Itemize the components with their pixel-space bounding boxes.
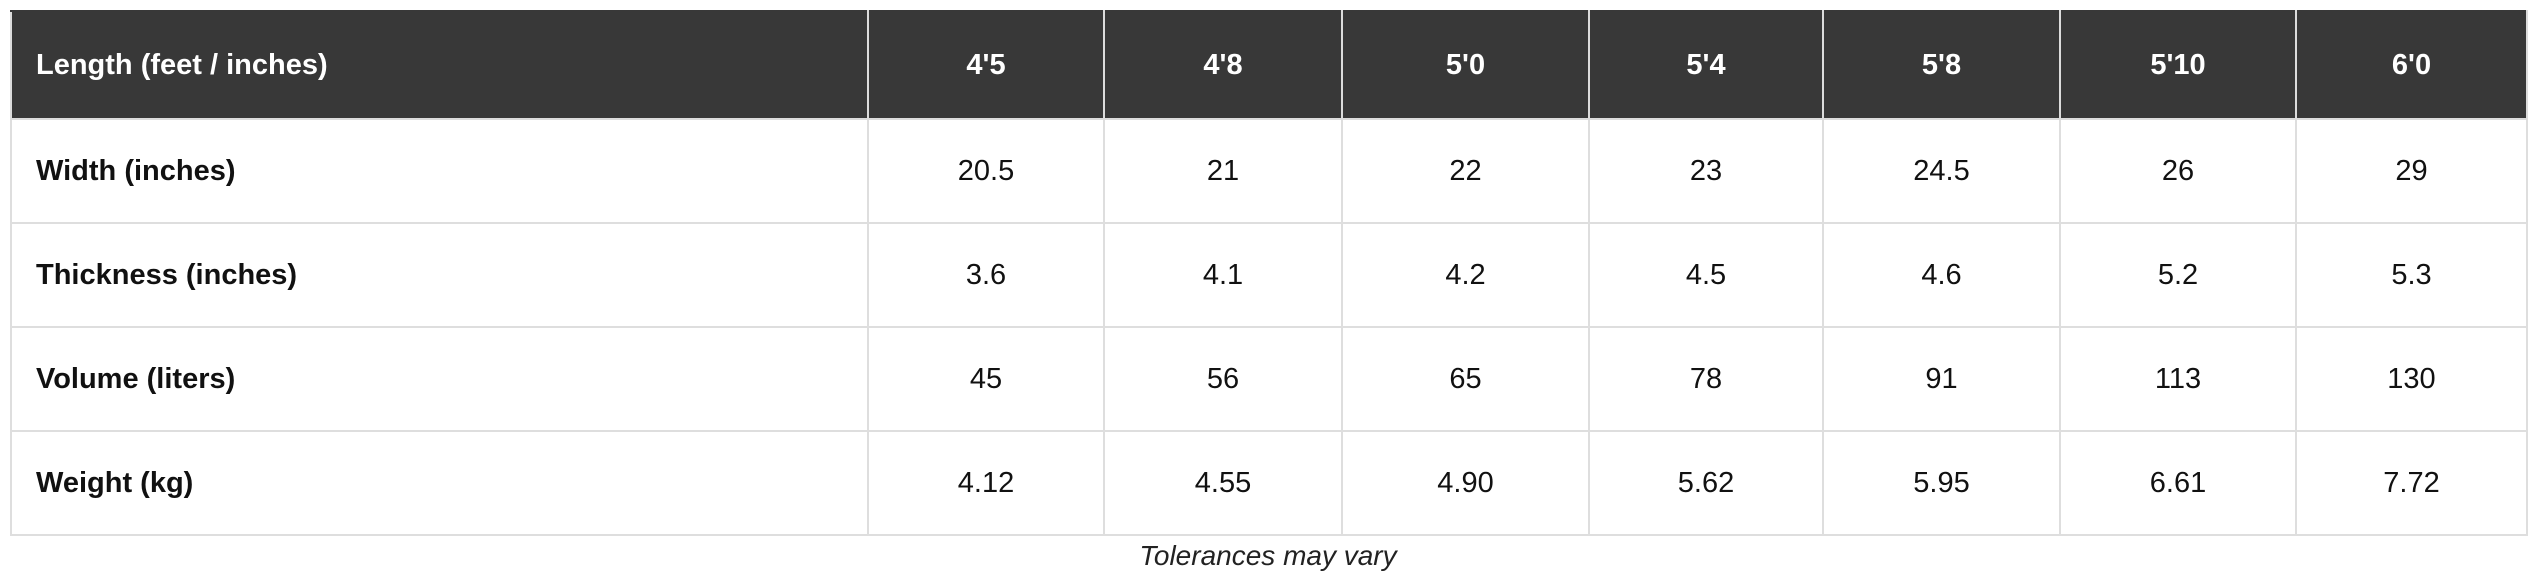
- row-label: Volume (liters): [10, 326, 869, 432]
- header-cell: 6'0: [2295, 10, 2528, 120]
- table-cell: 5.2: [2059, 222, 2297, 328]
- table-cell: 91: [1822, 326, 2061, 432]
- table-cell: 45: [867, 326, 1105, 432]
- table-cell: 6.61: [2059, 430, 2297, 536]
- row-label: Thickness (inches): [10, 222, 869, 328]
- table-cell: 78: [1588, 326, 1824, 432]
- table-row: Volume (liters) 45 56 65 78 91 113 130: [10, 326, 2528, 432]
- table-cell: 4.2: [1341, 222, 1590, 328]
- table-cell: 113: [2059, 326, 2297, 432]
- table-row: Width (inches) 20.5 21 22 23 24.5 26 29: [10, 118, 2528, 224]
- row-label: Width (inches): [10, 118, 869, 224]
- table-cell: 4.12: [867, 430, 1105, 536]
- table-cell: 4.55: [1103, 430, 1343, 536]
- table-cell: 4.5: [1588, 222, 1824, 328]
- table-cell: 5.3: [2295, 222, 2528, 328]
- spec-table: Length (feet / inches) 4'5 4'8 5'0 5'4 5'8 5'1…: [10, 10, 2528, 536]
- row-label: Weight (kg): [10, 430, 869, 536]
- table-cell: 7.72: [2295, 430, 2528, 536]
- header-cell: 4'5: [867, 10, 1105, 120]
- table-cell: 23: [1588, 118, 1824, 224]
- table-row: Thickness (inches) 3.6 4.1 4.2 4.5 4.6 5.2 5.3: [10, 222, 2528, 328]
- header-cell: Length (feet / inches): [10, 10, 869, 120]
- table-cell: 56: [1103, 326, 1343, 432]
- table-cell: 4.1: [1103, 222, 1343, 328]
- table-cell: 22: [1341, 118, 1590, 224]
- table-cell: 5.62: [1588, 430, 1824, 536]
- table-cell: 130: [2295, 326, 2528, 432]
- table-cell: 24.5: [1822, 118, 2061, 224]
- header-cell: 5'8: [1822, 10, 2061, 120]
- table-body: Width (inches) 20.5 21 22 23 24.5 26 29 Thicknes…: [10, 118, 2528, 536]
- caption: Tolerances may vary: [1139, 540, 1397, 571]
- table-cell: 26: [2059, 118, 2297, 224]
- header-cell: 4'8: [1103, 10, 1343, 120]
- header-cell: 5'4: [1588, 10, 1824, 120]
- table-cell: 29: [2295, 118, 2528, 224]
- table-row: Weight (kg) 4.12 4.55 4.90 5.62 5.95 6.61 7.72: [10, 430, 2528, 536]
- table-cell: 4.90: [1341, 430, 1590, 536]
- table-cell: 65: [1341, 326, 1590, 432]
- table-cell: 5.95: [1822, 430, 2061, 536]
- header-cell: 5'10: [2059, 10, 2297, 120]
- table-cell: 3.6: [867, 222, 1105, 328]
- table-cell: 21: [1103, 118, 1343, 224]
- table-cell: 20.5: [867, 118, 1105, 224]
- header-cell: 5'0: [1341, 10, 1590, 120]
- header-row: Length (feet / inches) 4'5 4'8 5'0 5'4 5'8 5'1…: [10, 10, 2528, 120]
- table-cell: 4.6: [1822, 222, 2061, 328]
